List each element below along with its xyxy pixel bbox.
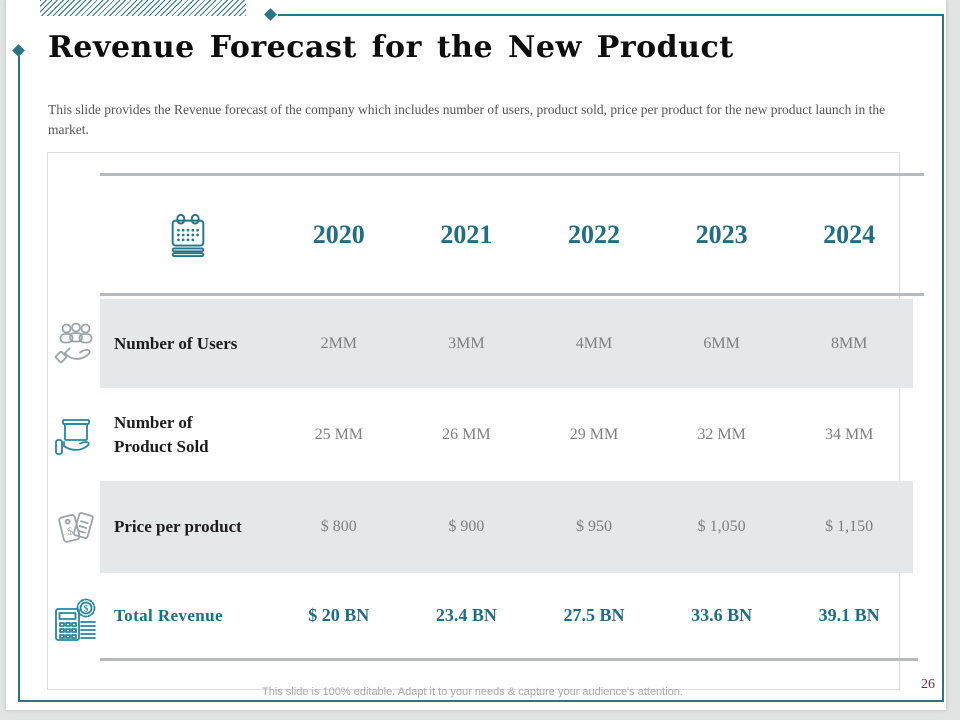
frame-line-left xyxy=(18,56,20,702)
cell-value: $ 1,050 xyxy=(697,518,746,535)
shaded-row-band xyxy=(100,299,913,388)
price-tags-icon: $ xyxy=(52,503,100,551)
cell-value: 34 MM xyxy=(824,425,874,443)
cell-value: 3MM xyxy=(448,334,485,352)
cell-value: 39.1 BN xyxy=(818,605,880,625)
row-label: Total Revenue xyxy=(114,605,223,625)
page-title: Revenue Forecast for the New Product xyxy=(48,30,734,65)
table-row-number-of-product-sold: Number of Product Sold 25 MM 26 MM 29 MM… xyxy=(100,388,913,481)
cell-value: 8MM xyxy=(830,334,868,352)
year-header-2023: 2023 xyxy=(695,219,748,249)
frame-line-top xyxy=(278,14,943,16)
table-rule-top xyxy=(100,173,924,176)
cell-value: $ 1,150 xyxy=(825,518,874,535)
cell-value: $ 950 xyxy=(575,518,612,535)
forecast-table-container xyxy=(47,152,900,690)
diamond-accent-top xyxy=(264,8,277,21)
cell-value: 2MM xyxy=(320,334,358,352)
hatch-pattern-band xyxy=(40,0,246,16)
page-number: 26 xyxy=(921,677,935,692)
cell-value: 27.5 BN xyxy=(563,605,625,625)
calendar-icon xyxy=(100,211,275,259)
row-label: Number of Users xyxy=(114,333,238,353)
cell-value: $ 20 BN xyxy=(308,605,370,625)
cell-value: 33.6 BN xyxy=(691,605,753,625)
diamond-accent-left xyxy=(12,44,25,57)
slide-description: This slide provides the Revenue forecast… xyxy=(48,102,886,138)
cell-value: 32 MM xyxy=(697,425,746,443)
cell-value: $ 900 xyxy=(448,518,485,535)
table-row-number-of-users: Number of Users 2MM 3MM 4MM 6MM 8MM xyxy=(100,299,913,388)
slide: Revenue Forecast for the New Product Thi… xyxy=(6,0,946,710)
product-box-hand-icon xyxy=(52,412,100,460)
cell-value: 4MM xyxy=(575,334,613,352)
year-header-2020: 2020 xyxy=(312,219,365,249)
row-label: Number of Product Sold xyxy=(114,412,209,456)
svg-text:$: $ xyxy=(66,525,75,538)
cell-value: 26 MM xyxy=(442,425,491,443)
calculator-coins-icon: $ xyxy=(52,596,100,644)
row-label: Price per product xyxy=(114,517,242,537)
cell-value: 29 MM xyxy=(569,425,619,443)
cell-value: 6MM xyxy=(703,334,740,352)
table-header-row: 2020 2021 2022 2023 2024 xyxy=(100,176,913,293)
year-header-2022: 2022 xyxy=(567,219,620,249)
table-rule-under-header xyxy=(100,293,924,296)
table-row-price-per-product: Price per product $ 800 $ 900 $ 950 $ 1,… xyxy=(100,481,913,573)
year-header-2021: 2021 xyxy=(440,219,493,249)
cell-value: 23.4 BN xyxy=(435,605,497,625)
cell-value: 25 MM xyxy=(314,425,364,443)
cell-value: $ 800 xyxy=(320,518,357,535)
table-rule-bottom xyxy=(100,658,918,661)
frame-line-bottom xyxy=(18,700,944,702)
shaded-row-band xyxy=(100,481,913,573)
svg-text:$: $ xyxy=(84,604,89,614)
frame-line-right xyxy=(942,14,944,702)
table-row-total-revenue: Total Revenue $ 20 BN 23.4 BN 27.5 BN 33… xyxy=(100,573,913,658)
users-hand-icon xyxy=(52,320,100,368)
year-header-2024: 2024 xyxy=(823,219,876,249)
footer-note: This slide is 100% editable. Adapt it to… xyxy=(262,686,683,698)
